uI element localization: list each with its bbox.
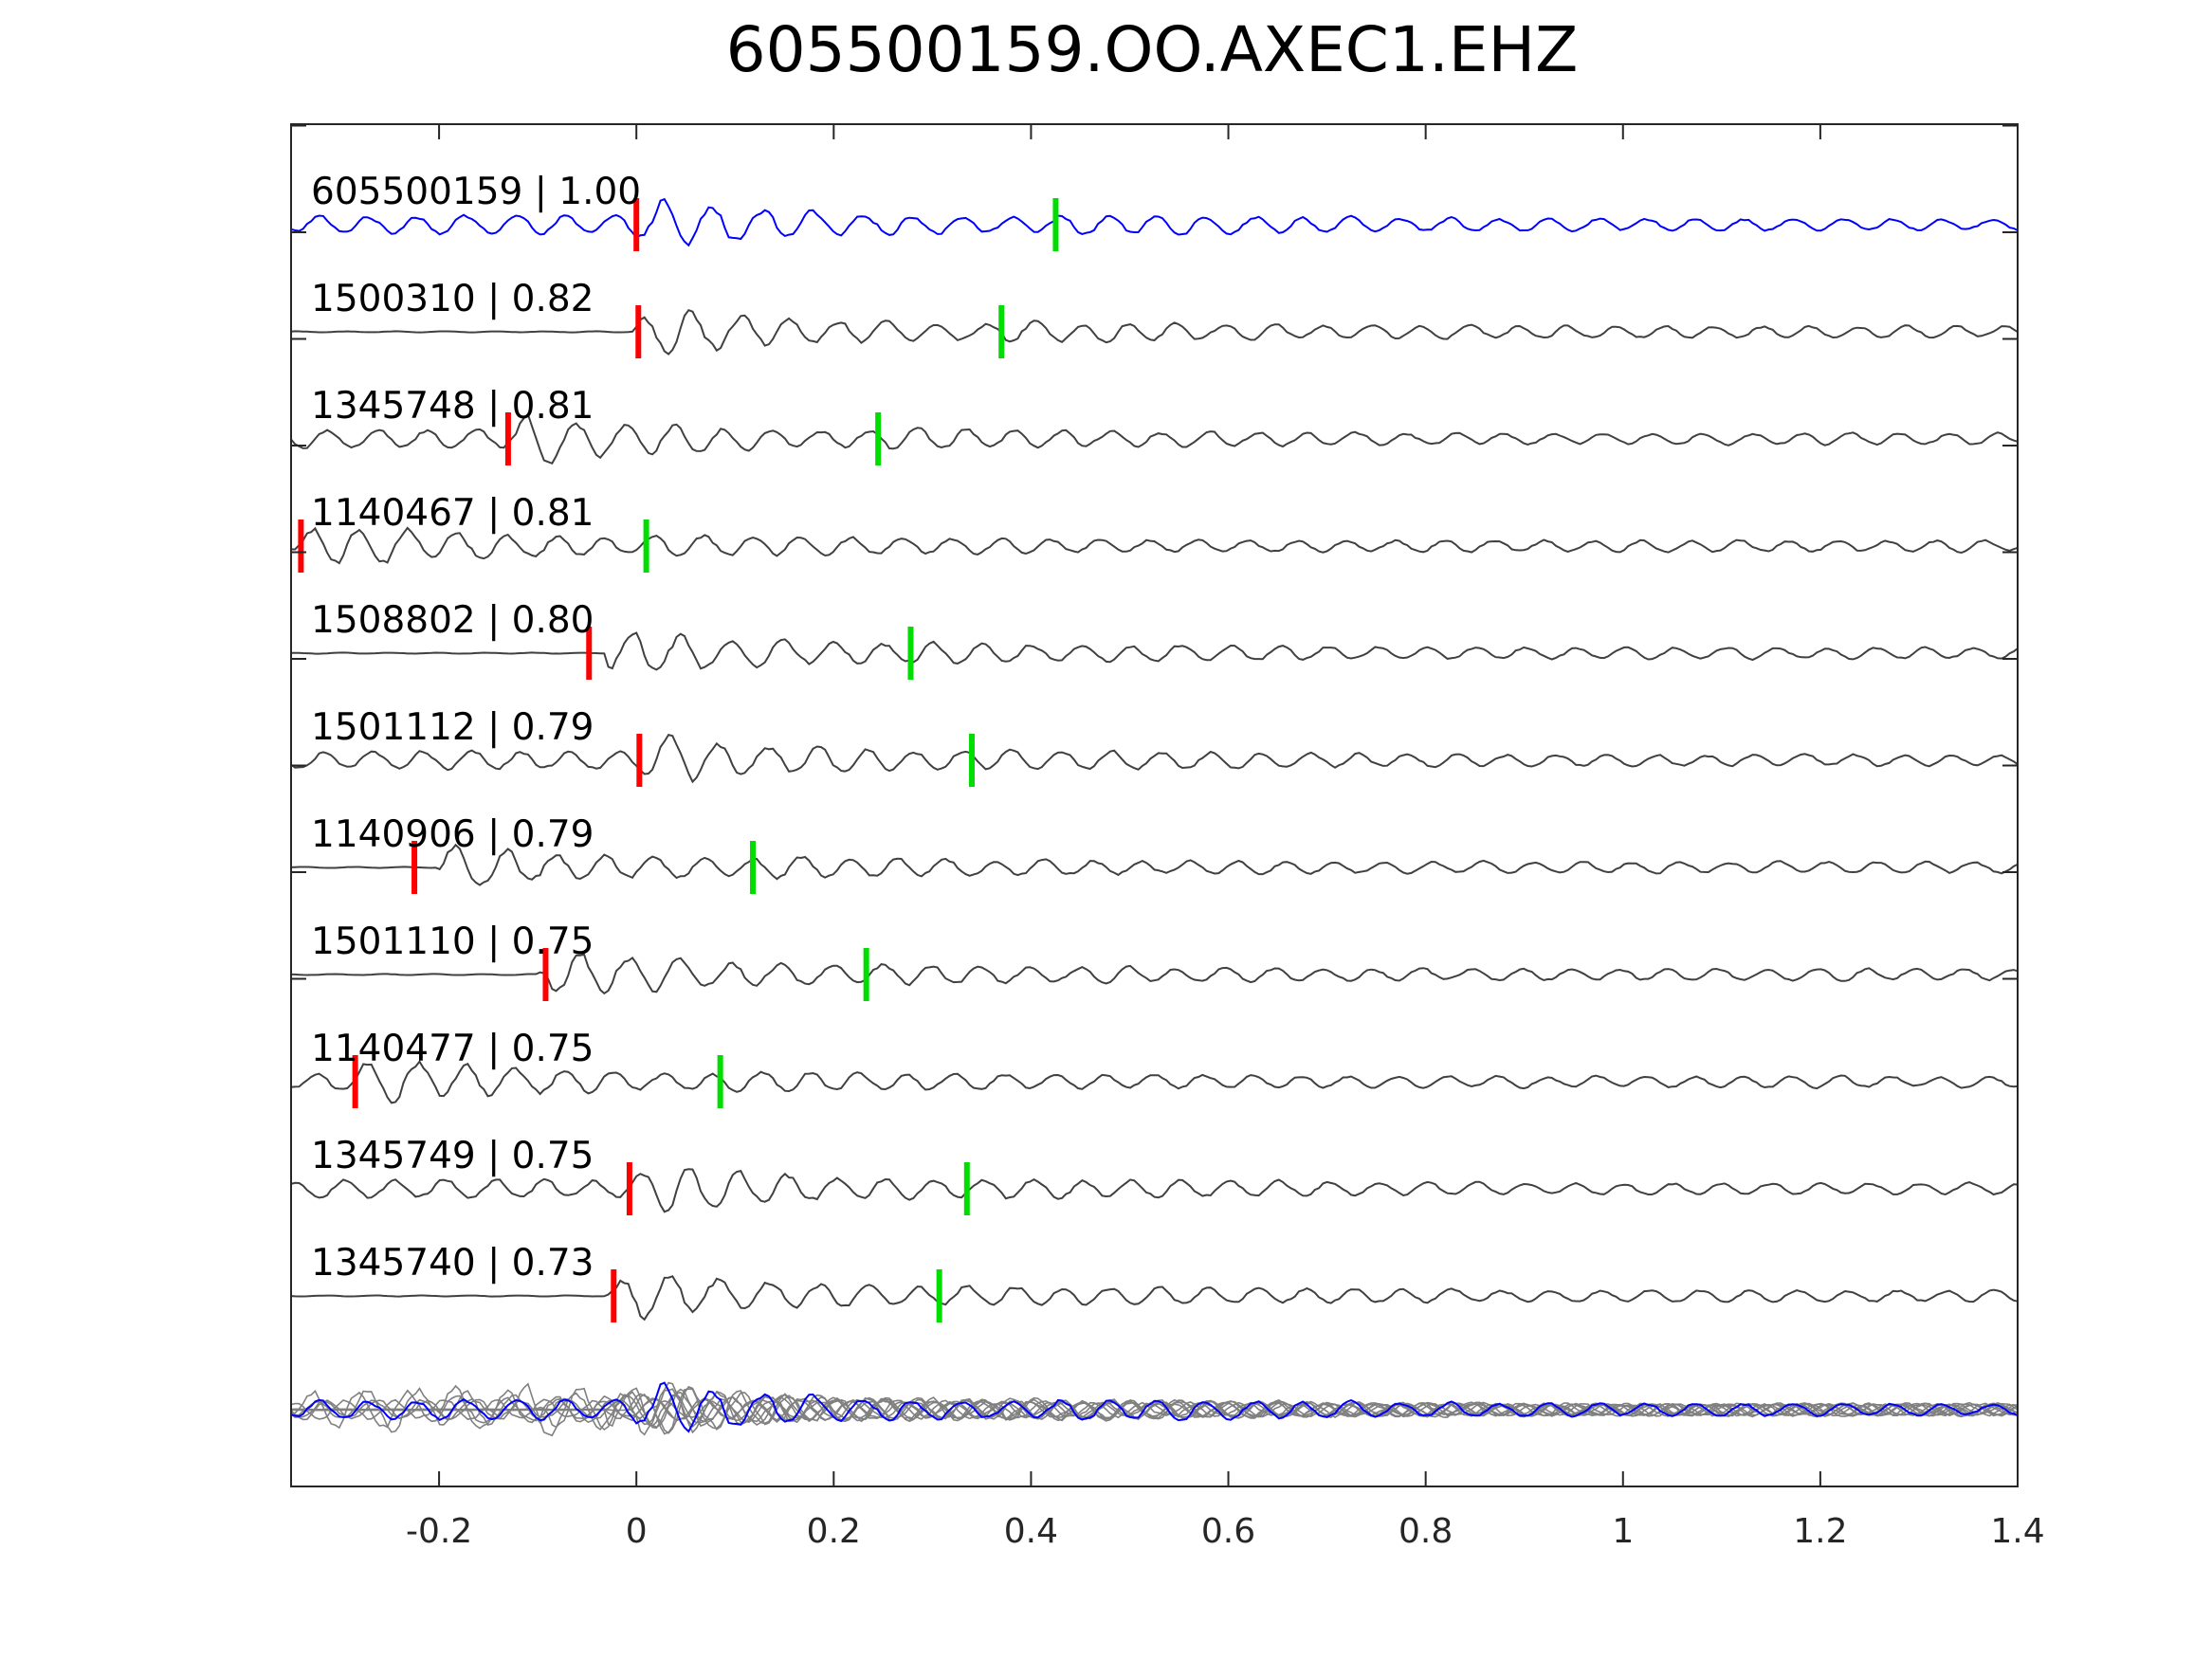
- x-tick-label: 0.6: [1201, 1512, 1255, 1551]
- x-tick-label: 1: [1612, 1512, 1634, 1551]
- trace-label: 1345740 | 0.73: [311, 1242, 594, 1285]
- x-tick-label: 0.2: [807, 1512, 861, 1551]
- trace-label: 1500310 | 0.82: [311, 278, 594, 320]
- x-tick-label: -0.2: [406, 1512, 472, 1551]
- match-trace: [290, 526, 2019, 565]
- match-trace: [290, 1168, 2019, 1213]
- trace-label: 1345749 | 0.75: [311, 1135, 594, 1177]
- overlay-match-trace: [291, 1387, 2019, 1431]
- match-trace: [291, 953, 2019, 995]
- trace-label: 1501110 | 0.75: [311, 921, 594, 963]
- chart-title: 605500159.OO.AXEC1.EHZ: [726, 13, 1579, 86]
- match-trace: [290, 1275, 2019, 1322]
- match-trace: [290, 843, 2019, 886]
- trace-label: 1508802 | 0.80: [311, 599, 594, 642]
- x-axis: -0.2 0 0.2 0.4 0.6 0.8 1 1.2 1.4: [406, 124, 2045, 1551]
- match-trace: [291, 631, 2019, 671]
- pick-markers: [298, 198, 1059, 1322]
- match-trace: [290, 412, 2019, 465]
- trace-labels: 605500159 | 1.00 1500310 | 0.82 1345748 | …: [311, 171, 641, 1285]
- template-trace: [290, 197, 2019, 247]
- x-tick-label: 0.8: [1398, 1512, 1453, 1551]
- overlay-match-trace: [290, 1385, 2019, 1434]
- x-tick-label: 1.2: [1793, 1512, 1847, 1551]
- plot-frame: [290, 123, 2019, 1487]
- x-tick-label: 0.4: [1004, 1512, 1058, 1551]
- overlay-match-trace: [290, 1384, 2019, 1430]
- overlay-stack: [290, 1381, 2019, 1437]
- trace-label: 605500159 | 1.00: [311, 171, 641, 213]
- trace-label: 1140906 | 0.79: [311, 813, 594, 856]
- overlay-template-trace: [290, 1381, 2019, 1433]
- trace-label: 1345748 | 0.81: [311, 385, 594, 428]
- x-tick-label: 1.4: [1990, 1512, 2044, 1551]
- match-trace: [290, 733, 2019, 784]
- trace-label: 1140467 | 0.81: [311, 492, 594, 535]
- y-ticks: [291, 124, 2018, 980]
- overlay-match-trace: [290, 1382, 2019, 1437]
- match-trace: [290, 1060, 2019, 1104]
- x-tick-label: 0: [626, 1512, 648, 1551]
- trace-label: 1501112 | 0.79: [311, 706, 594, 749]
- trace-label: 1140477 | 0.75: [311, 1028, 594, 1070]
- trace-group: [290, 197, 2019, 1322]
- match-trace: [290, 309, 2019, 356]
